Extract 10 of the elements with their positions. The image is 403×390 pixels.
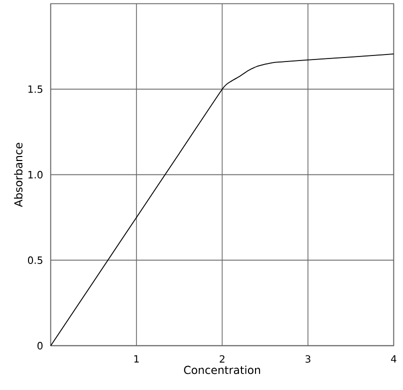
y-tick-label: 0 <box>38 342 43 350</box>
y-tick-label: 1.0 <box>28 170 43 178</box>
y-tick-label: 0.5 <box>28 256 42 264</box>
x-tick-label: 4 <box>391 355 396 362</box>
x-tick-label: 3 <box>306 355 310 363</box>
x-axis-title: Concentration <box>184 366 260 374</box>
x-tick-label: 1 <box>134 355 139 362</box>
y-axis-title: Absorbance <box>14 142 22 207</box>
y-tick-label: 1.5 <box>28 85 42 93</box>
x-tick-label: 2 <box>220 355 224 363</box>
